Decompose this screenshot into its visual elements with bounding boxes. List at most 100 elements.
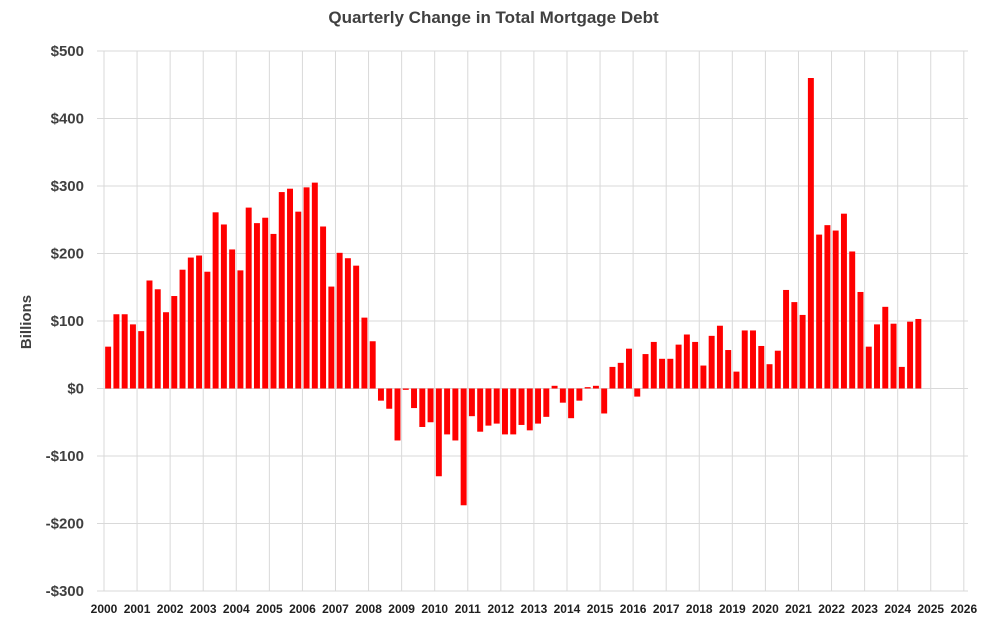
bar [460,388,467,506]
y-tick-label: -$200 [46,516,84,533]
bar [138,331,145,389]
y-tick-label: $400 [51,111,84,128]
x-tick-label: 2001 [124,602,151,616]
x-tick-label: 2007 [322,602,349,616]
bar [659,358,666,389]
x-tick-label: 2013 [521,602,548,616]
y-tick-label: $100 [51,313,84,330]
bar [196,255,203,389]
bar [204,271,211,389]
bar [353,265,360,389]
bar [592,385,599,389]
x-tick-label: 2017 [653,602,680,616]
bar [121,314,128,389]
bar [683,334,690,389]
bar [402,388,409,390]
bar [642,354,649,389]
bar [857,291,864,389]
bar [278,192,285,389]
bar [510,388,517,435]
bar [435,388,442,477]
bar [576,388,583,401]
x-tick-label: 2005 [256,602,283,616]
bar [799,314,806,389]
bar [609,366,616,389]
x-tick-label: 2009 [388,602,415,616]
bar [262,217,269,389]
bar [295,211,302,389]
bar [328,286,335,389]
bar [452,388,459,441]
x-tick-label: 2019 [719,602,746,616]
bar [543,388,550,417]
bar [501,388,508,435]
bar [320,226,327,389]
bar [708,335,715,389]
bar [840,213,847,389]
bar [626,348,632,389]
x-tick-label: 2016 [620,602,647,616]
bar [411,388,418,409]
bar [882,306,889,389]
bar [113,314,120,389]
bar [477,388,484,432]
x-tick-label: 2026 [950,602,977,616]
bar [105,346,112,389]
bar [807,78,814,389]
bar [171,296,178,389]
y-tick-label: $0 [67,381,84,398]
y-tick-label: $300 [51,178,84,195]
bar [237,270,244,389]
x-tick-label: 2022 [818,602,845,616]
y-tick-label: -$300 [46,583,84,600]
x-tick-label: 2006 [289,602,316,616]
bar [890,323,897,389]
bar [675,344,682,389]
bar [361,317,368,389]
x-tick-label: 2011 [455,602,481,616]
bar [386,388,393,409]
x-axis-tick-labels: 2000 2001 2002 2003 2004 2005 2006 2007 2008 2009… [91,602,978,616]
bar [725,350,732,389]
bar [427,388,434,423]
bar [493,388,500,424]
bar [617,362,624,389]
bar [468,388,475,417]
x-tick-label: 2018 [686,602,713,616]
bar [245,207,252,389]
bar [783,289,790,389]
bar [816,234,823,389]
bar [303,187,310,389]
bar [750,330,756,389]
bar [187,257,194,389]
bar [485,388,492,426]
x-tick-label: 2012 [487,602,514,616]
bar [154,289,161,389]
y-axis-tick-labels: $500 $400 $300 $200 $100 $0 -$100 -$200 -$300 [46,43,84,600]
bar [832,230,839,389]
bar [270,233,277,389]
bar [915,318,922,389]
x-tick-label: 2025 [917,602,944,616]
bar [220,224,227,389]
bar [667,358,674,389]
bar [444,388,451,435]
bar [634,388,641,397]
bar [650,341,657,389]
x-tick-label: 2000 [91,602,118,616]
bar [865,346,872,389]
bar [311,182,318,389]
x-tick-label: 2024 [884,602,911,616]
bar [535,388,542,424]
bar [212,212,219,389]
bar [849,251,856,389]
bar [559,388,566,403]
bar [700,365,707,389]
bar [774,350,781,389]
bar [518,388,525,425]
bar [758,345,765,389]
bar [733,371,740,389]
y-axis-label: Billions [18,295,35,349]
x-tick-label: 2014 [554,602,581,616]
